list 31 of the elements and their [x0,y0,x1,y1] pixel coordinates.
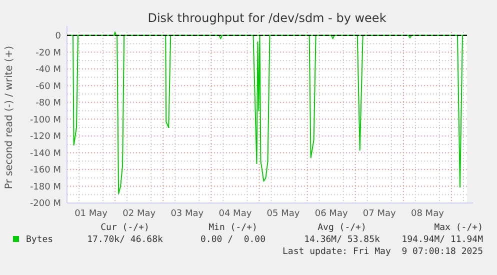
chart-title: Disk throughput for /dev/sdm - by week [148,11,386,25]
y-tick-label: -80 M [36,98,61,109]
text: 14.36M/ 53.85k [304,235,381,245]
text: Avg (-/+) [318,223,366,233]
text: 17.70k/ 46.68k [87,235,164,245]
text: Max (-/+) [434,223,483,233]
y-axis-title: Pr second read (-) / write (+) [4,46,15,190]
y-tick-label: -160 M [30,166,61,176]
text: 194.94M/ 11.94M [402,235,484,245]
x-tick-label: 02 May [122,209,156,219]
x-tick-label: 03 May [170,209,204,219]
text: Min (-/+) [208,223,258,233]
x-tick-label: 01 May [74,209,108,219]
text: 0.00 / 0.00 [200,235,266,245]
x-tick-label: 07 May [362,209,397,219]
y-tick-label: -60 M [36,82,61,92]
y-tick-label: -40 M [36,65,61,76]
text: Cur (-/+) [100,223,150,233]
y-tick-label: -140 M [30,148,61,159]
y-tick-label: -180 M [30,182,61,192]
x-tick-label: 05 May [266,209,300,219]
x-tick-label: 04 May [218,209,252,219]
text: Last update: Fri May 9 07:00:18 2025 [282,247,483,257]
y-tick-label: 0 [55,32,62,42]
legend-label: Bytes [26,235,54,245]
y-tick-label: -20 M [36,48,61,58]
y-tick-label: -200 M [30,199,61,210]
x-tick-label: 08 May [410,209,445,219]
x-tick-label: 06 May [314,209,348,219]
y-tick-label: -100 M [30,115,61,126]
y-tick-label: -120 M [30,132,61,142]
